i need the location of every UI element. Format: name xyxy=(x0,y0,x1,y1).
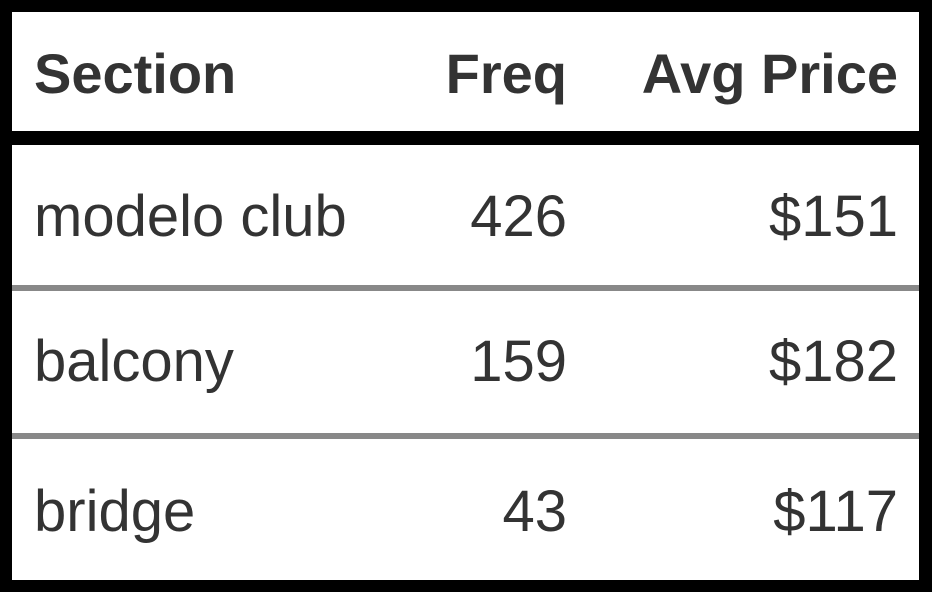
cell-section: bridge xyxy=(34,479,196,544)
cell-freq: 159 xyxy=(470,329,567,394)
header-section: Section xyxy=(34,42,237,105)
cell-avg-price: $117 xyxy=(773,479,898,544)
header-freq: Freq xyxy=(445,42,567,105)
row-divider xyxy=(12,433,919,439)
cell-avg-price: $182 xyxy=(768,329,898,394)
table-row: modelo club 426 $151 xyxy=(12,145,919,290)
table-body: modelo club 426 $151 balcony 159 $182 br… xyxy=(12,145,919,580)
cell-section: modelo club xyxy=(34,184,347,249)
table-header: Section Freq Avg Price xyxy=(12,12,919,131)
row-divider xyxy=(12,285,919,291)
cell-avg-price: $151 xyxy=(768,184,898,249)
cell-section: balcony xyxy=(34,329,234,394)
table-row: balcony 159 $182 xyxy=(12,291,919,436)
cell-freq: 426 xyxy=(470,184,567,249)
header-avg-price: Avg Price xyxy=(641,42,898,105)
cell-freq: 43 xyxy=(502,479,567,544)
table-row: bridge 43 $117 xyxy=(12,439,919,584)
